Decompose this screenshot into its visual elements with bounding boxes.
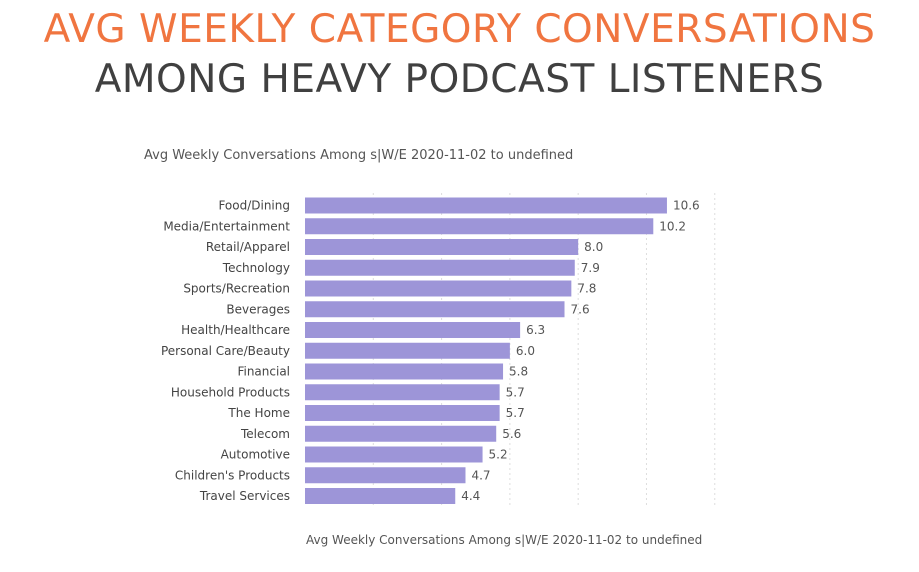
chart-footer: Avg Weekly Conversations Among s|W/E 202… (306, 533, 703, 547)
value-label: 5.2 (489, 448, 508, 462)
slide-title-line-1: AVG WEEKLY CATEGORY CONVERSATIONS (43, 7, 876, 52)
category-label: Travel Services (199, 489, 290, 503)
value-label: 5.7 (506, 406, 525, 420)
bar (305, 239, 579, 255)
bars: Food/Dining 10.6 Media/Entertainment 10.2 Re… (161, 197, 700, 504)
bar (305, 301, 565, 318)
bar (305, 425, 497, 442)
category-label: The Home (227, 406, 290, 420)
bar (305, 322, 521, 338)
value-label: 7.6 (571, 302, 590, 316)
chart-subtitle: Avg Weekly Conversations Among s|W/E 202… (144, 148, 574, 163)
category-label: Media/Entertainment (163, 219, 290, 233)
category-label: Health/Healthcare (181, 323, 290, 337)
category-label: Household Products (171, 385, 290, 399)
bar (305, 342, 510, 359)
value-label: 5.6 (502, 427, 521, 441)
bar (305, 363, 504, 380)
bar (305, 446, 483, 463)
value-label: 10.2 (659, 219, 686, 233)
value-label: 10.6 (673, 199, 700, 213)
bar (305, 488, 456, 504)
value-label: 4.7 (471, 468, 490, 482)
value-label: 8.0 (584, 240, 603, 254)
value-label: 7.8 (577, 282, 596, 296)
slide-title-line-2: AMONG HEAVY PODCAST LISTENERS (94, 57, 825, 102)
category-label: Retail/Apparel (206, 240, 290, 254)
category-label: Automotive (221, 448, 290, 462)
category-label: Food/Dining (218, 199, 290, 213)
value-label: 5.8 (509, 365, 528, 379)
bar (305, 280, 572, 297)
category-label: Beverages (226, 302, 290, 316)
value-label: 6.0 (516, 344, 535, 358)
value-label: 7.9 (581, 261, 600, 275)
bar (305, 259, 575, 276)
value-label: 4.4 (461, 489, 480, 503)
bar (305, 197, 667, 214)
category-label: Children's Products (175, 468, 290, 482)
bar (305, 405, 500, 421)
category-label: Sports/Recreation (183, 282, 290, 296)
category-label: Technology (222, 261, 290, 275)
category-label: Financial (237, 365, 290, 379)
bar (305, 467, 466, 484)
bar (305, 384, 500, 401)
value-label: 6.3 (526, 323, 545, 337)
value-label: 5.7 (506, 385, 525, 399)
category-label: Personal Care/Beauty (161, 344, 290, 358)
bar (305, 218, 654, 235)
category-label: Telecom (240, 427, 290, 441)
